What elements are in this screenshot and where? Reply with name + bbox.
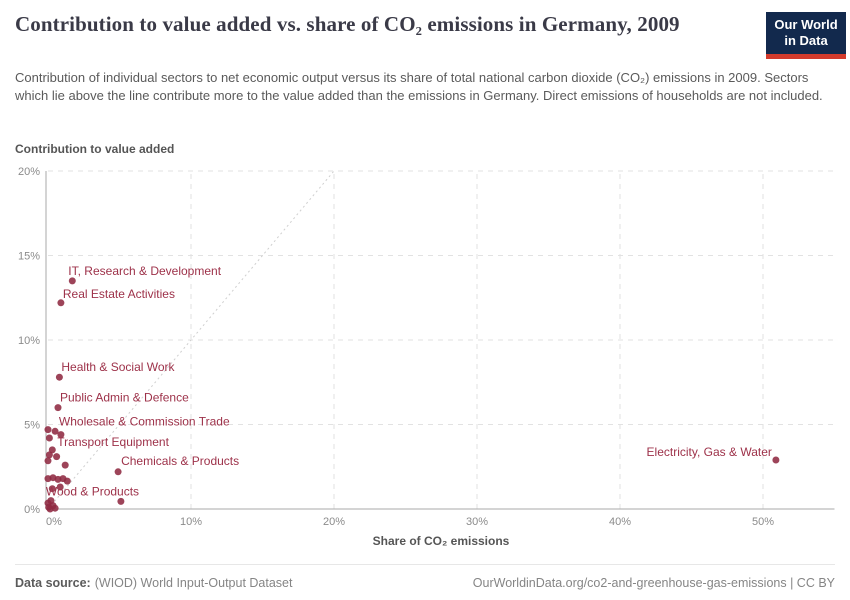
owid-logo[interactable]: Our World in Data [766,12,846,59]
data-point[interactable] [61,461,69,469]
data-point[interactable] [57,431,65,439]
x-tick-label: 50% [752,516,774,528]
chart-subtitle: Contribution of individual sectors to ne… [15,70,823,104]
point-label[interactable]: Electricity, Gas & Water [647,445,772,459]
y-tick-label: 20% [18,166,40,178]
data-point[interactable] [48,485,56,493]
data-point[interactable] [44,426,52,434]
owid-logo-line2: in Data [784,33,828,49]
point-label[interactable]: Public Admin & Defence [60,391,189,405]
data-source: Data source: (WIOD) World Input-Output Da… [15,576,292,590]
x-tick-label: 40% [609,516,631,528]
point-label[interactable]: IT, Research & Development [68,264,221,278]
data-point[interactable] [45,434,53,442]
data-point[interactable] [57,299,65,307]
x-tick-label: 10% [180,516,202,528]
data-source-value: (WIOD) World Input-Output Dataset [94,576,293,590]
x-tick-label: 0% [46,516,62,528]
data-point[interactable] [51,504,59,512]
data-point[interactable] [117,497,125,505]
x-tick-label: 30% [466,516,488,528]
y-axis-title: Contribution to value added [15,142,174,156]
y-tick-label: 15% [18,251,40,263]
point-label[interactable]: Wholesale & Commission Trade [59,415,230,429]
x-tick-label: 20% [323,516,345,528]
parity-reference-line [47,170,335,510]
credit-link[interactable]: OurWorldinData.org/co2-and-greenhouse-ga… [472,576,835,590]
point-label[interactable]: Health & Social Work [61,360,175,374]
point-label[interactable]: Real Estate Activities [63,287,175,301]
data-point[interactable] [51,427,59,435]
data-point[interactable] [55,373,63,381]
data-point[interactable] [56,483,64,491]
data-point[interactable] [68,277,76,285]
point-label[interactable]: Transport Equipment [57,435,169,449]
scatter-chart: 0% 5% 10% 15% 20% 0% 10% 20% 30% 40% 50% IT, Resear… [15,142,835,548]
chart-footer: Data source: (WIOD) World Input-Output Da… [15,564,835,590]
page-title: Contribution to value added vs. share of… [15,12,680,36]
y-tick-label: 5% [24,420,40,432]
data-source-label: Data source: [15,576,91,590]
owid-logo-red-bar [766,53,846,59]
data-point[interactable] [772,456,780,464]
x-axis-title: Share of CO₂ emissions [373,534,510,548]
data-point[interactable] [45,451,53,459]
data-point[interactable] [54,404,62,412]
point-label[interactable]: Wood & Products [46,485,139,499]
y-tick-label: 10% [18,335,40,347]
data-point[interactable] [53,453,61,461]
point-label[interactable]: Chemicals & Products [121,454,239,468]
data-point[interactable] [114,468,122,476]
data-point[interactable] [63,477,71,485]
owid-logo-line1: Our World [774,17,838,32]
owid-logo-box: Our World in Data [766,12,846,54]
y-tick-label: 0% [24,504,40,516]
data-point[interactable] [44,457,52,465]
